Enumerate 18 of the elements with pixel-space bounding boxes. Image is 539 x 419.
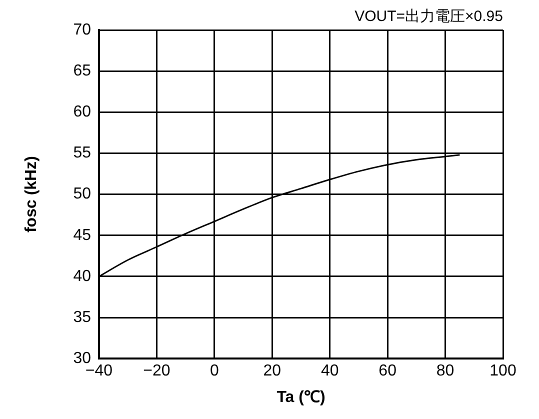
x-tick-label: 100 bbox=[490, 362, 516, 380]
x-tick-label: −20 bbox=[143, 362, 170, 380]
y-axis-title: fosc (kHz) bbox=[23, 156, 40, 233]
x-tick-label: 40 bbox=[320, 362, 339, 380]
x-tick-label: 80 bbox=[436, 362, 454, 380]
y-tick-label: 35 bbox=[73, 308, 92, 326]
x-tick-label: 0 bbox=[210, 362, 219, 380]
y-tick-label: 60 bbox=[73, 104, 92, 121]
y-tick-label: 45 bbox=[73, 226, 92, 244]
y-tick-label: 55 bbox=[73, 144, 92, 162]
chart-title: VOUT=出力電圧×0.95 bbox=[354, 8, 503, 26]
y-tick-label: 65 bbox=[73, 62, 92, 80]
y-tick-label: 40 bbox=[73, 268, 92, 285]
y-tick-label: 70 bbox=[73, 21, 92, 38]
x-axis-title: Ta (℃) bbox=[276, 388, 326, 406]
x-tick-label: 60 bbox=[378, 362, 397, 380]
y-tick-label: 50 bbox=[73, 186, 92, 203]
x-tick-label: 20 bbox=[263, 362, 282, 380]
